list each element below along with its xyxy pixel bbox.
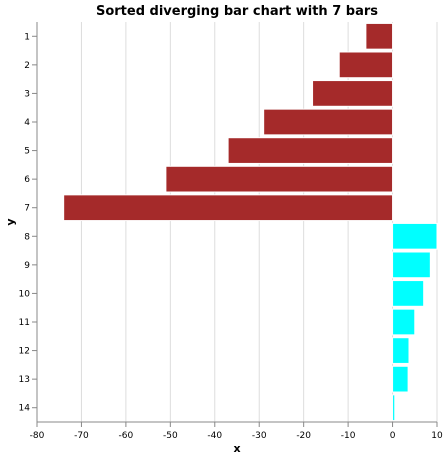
bar-9 (392, 251, 431, 279)
x-tick-label-6: -20 (296, 431, 311, 441)
bar-11 (392, 308, 416, 336)
x-tick-label-1: -70 (74, 431, 89, 441)
x-tick-label-5: -30 (252, 431, 267, 441)
x-tick-label-4: -40 (207, 431, 222, 441)
bar-4 (263, 108, 394, 136)
y-tick-label-13: 13 (19, 375, 30, 385)
x-tick-label-3: -50 (163, 431, 178, 441)
axes: -80 -70 -60 -50 -40 -30 -20 -10 0 101234567891011… (19, 22, 443, 441)
x-tick-label-9: 10 (431, 431, 443, 441)
chart-title: Sorted diverging bar chart with 7 bars (96, 4, 378, 19)
bar-12 (392, 337, 410, 364)
bar-14 (392, 394, 396, 422)
x-tick-label-2: -60 (119, 431, 134, 441)
bar-8 (392, 222, 438, 250)
bar-7 (63, 194, 394, 222)
y-tick-label-11: 11 (19, 318, 30, 328)
bar-1 (365, 22, 394, 50)
y-tick-label-8: 8 (24, 232, 30, 242)
y-tick-label-7: 7 (24, 204, 30, 214)
y-tick-label-3: 3 (24, 89, 30, 99)
y-tick-label-14: 14 (19, 404, 31, 414)
y-tick-label-1: 1 (24, 32, 30, 42)
bar-2 (338, 51, 394, 79)
y-tick-label-12: 12 (19, 347, 30, 357)
x-axis-title: x (233, 442, 240, 455)
x-tick-label-8: 0 (390, 431, 396, 441)
x-tick-label-0: -80 (30, 431, 45, 441)
x-tick-label-7: -10 (341, 431, 356, 441)
y-tick-label-5: 5 (24, 147, 30, 157)
gridlines (36, 22, 438, 422)
y-tick-label-9: 9 (24, 261, 30, 271)
y-tick-label-4: 4 (24, 118, 30, 128)
bar-13 (392, 365, 409, 393)
y-tick-label-6: 6 (24, 175, 30, 185)
y-tick-label-2: 2 (24, 61, 30, 71)
bars (63, 22, 438, 422)
y-tick-label-10: 10 (19, 289, 31, 299)
bar-3 (312, 80, 394, 107)
y-axis-title: y (4, 218, 17, 225)
bar-5 (227, 137, 394, 164)
bar-6 (165, 165, 394, 193)
bar-10 (392, 280, 425, 307)
